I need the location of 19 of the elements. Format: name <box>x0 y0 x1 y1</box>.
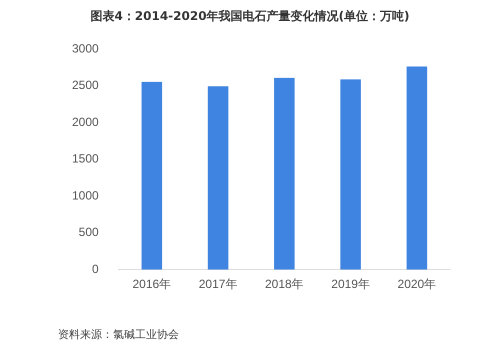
bar <box>340 79 361 270</box>
x-tick-label: 2020年 <box>398 277 436 292</box>
text: 资料来源：氯碱工业协会 <box>58 327 179 342</box>
x-tick-label: 2018年 <box>264 277 304 292</box>
y-tick-label: 2000 <box>72 114 100 129</box>
y-tick-label: 0 <box>92 262 100 276</box>
y-tick-label: 1500 <box>72 152 100 166</box>
x-tick-label: 2019年 <box>331 277 370 292</box>
bar <box>208 86 228 270</box>
x-tick-label: 2016年 <box>132 277 172 292</box>
y-tick-label: 500 <box>78 225 100 240</box>
y-tick-label: 2500 <box>72 78 100 92</box>
x-tick-label: 2017年 <box>198 277 238 292</box>
bar <box>274 78 295 270</box>
bar <box>142 82 162 270</box>
bar <box>406 66 428 270</box>
y-tick-label: 1000 <box>72 188 100 202</box>
chart-title: 图表4：2014-2020年我国电石产量变化情况(单位：万吨) <box>89 8 411 25</box>
y-tick-label: 3000 <box>72 42 100 56</box>
